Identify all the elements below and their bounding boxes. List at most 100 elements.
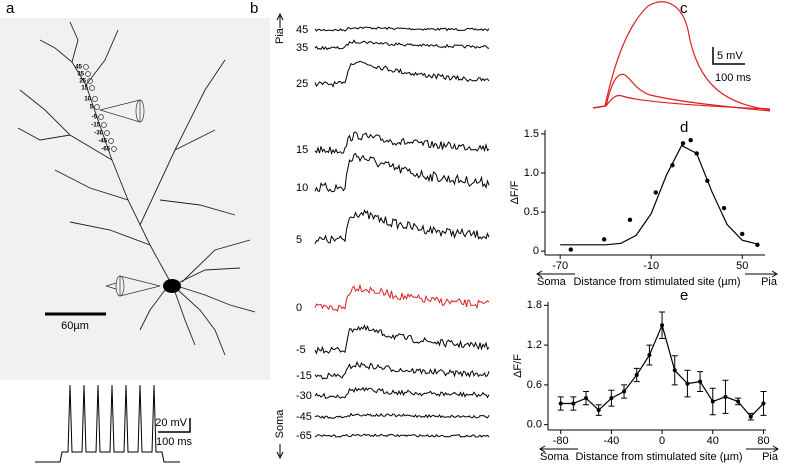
voltage-trace bbox=[314, 386, 490, 399]
voltage-trace bbox=[314, 39, 490, 51]
x-axis-end-label: Pia bbox=[761, 276, 778, 288]
trace-label: 10 bbox=[296, 182, 308, 194]
x-axis-end-label: Soma bbox=[540, 451, 570, 463]
voltage-trace bbox=[314, 209, 490, 245]
site-label: 5 bbox=[90, 105, 94, 111]
trace-label: 45 bbox=[296, 24, 308, 36]
y-tick-label: 1.2 bbox=[527, 339, 542, 351]
arrow bbox=[539, 445, 578, 453]
data-point bbox=[698, 379, 703, 384]
x-tick-label: 0 bbox=[659, 435, 665, 447]
spike-trace bbox=[35, 384, 180, 463]
voltage-trace bbox=[314, 60, 490, 88]
data-point bbox=[584, 396, 589, 401]
site-label: 45 bbox=[75, 65, 82, 71]
panel-a-background bbox=[0, 18, 270, 380]
data-point bbox=[568, 247, 573, 252]
x-tick-label: -10 bbox=[643, 260, 659, 272]
arrow bbox=[276, 12, 284, 28]
trace-label: -30 bbox=[296, 390, 312, 402]
trace-label: 0 bbox=[296, 302, 302, 314]
x-axis-end-label: Pia bbox=[762, 451, 779, 463]
voltage-trace bbox=[314, 283, 490, 312]
data-point bbox=[748, 414, 753, 419]
data-point bbox=[627, 217, 633, 223]
y-tick-label: 1.5 bbox=[524, 128, 539, 140]
y-axis-label: ΔF/F bbox=[509, 180, 521, 204]
scale-label: 20 mV bbox=[155, 417, 187, 429]
neuron bbox=[17, 21, 256, 356]
data-point bbox=[660, 323, 665, 328]
y-tick-label: 0 bbox=[533, 245, 539, 257]
data-point bbox=[596, 408, 601, 413]
site-label: -65 bbox=[101, 147, 110, 153]
voltage-trace bbox=[314, 433, 490, 438]
arrow bbox=[746, 445, 779, 453]
data-point bbox=[622, 389, 627, 394]
scale-label: 100 ms bbox=[156, 436, 193, 448]
data-point bbox=[571, 401, 576, 406]
panel-letter: b bbox=[250, 0, 258, 17]
scale-bar bbox=[158, 418, 191, 433]
panel-letter: e bbox=[680, 287, 688, 304]
arrow bbox=[745, 270, 778, 278]
scale-label: 100 ms bbox=[715, 72, 752, 84]
data-point bbox=[672, 368, 677, 373]
x-axis-end-label: Soma bbox=[537, 276, 567, 288]
data-point bbox=[634, 372, 639, 377]
arrow bbox=[536, 270, 575, 278]
data-point bbox=[680, 141, 686, 146]
data-point bbox=[647, 353, 652, 358]
site-label: -5 bbox=[92, 115, 98, 121]
x-axis-label: Distance from stimulated site (µm) bbox=[573, 276, 740, 288]
panel-letter: c bbox=[680, 0, 688, 17]
data-point bbox=[688, 137, 693, 143]
scale-label: 5 mV bbox=[717, 50, 743, 62]
voltage-trace bbox=[314, 26, 490, 32]
site-label: 10 bbox=[84, 97, 91, 103]
voltage-trace bbox=[314, 152, 490, 193]
pia-label: Pia bbox=[274, 27, 286, 44]
arrow bbox=[276, 444, 284, 460]
trace-label: -15 bbox=[296, 370, 312, 382]
site-label: 25 bbox=[79, 79, 86, 85]
trace-label: 5 bbox=[296, 234, 302, 246]
data-point bbox=[653, 190, 658, 195]
x-tick-label: 40 bbox=[707, 435, 719, 447]
panel-letter: d bbox=[680, 119, 688, 136]
data-point bbox=[558, 401, 563, 406]
trace-label: -5 bbox=[296, 344, 306, 356]
voltage-trace bbox=[314, 412, 490, 420]
data-point bbox=[736, 399, 741, 404]
scale-bar-label: 60µm bbox=[61, 320, 89, 332]
data-point bbox=[601, 237, 607, 242]
data-point bbox=[721, 205, 727, 211]
trace-label: -65 bbox=[296, 430, 312, 442]
data-point bbox=[761, 401, 766, 406]
trace-label: 15 bbox=[296, 144, 308, 156]
trace-label: 25 bbox=[296, 78, 308, 90]
y-tick-label: 1.8 bbox=[527, 299, 542, 311]
site-label: -45 bbox=[98, 139, 107, 145]
scale-bar bbox=[712, 47, 745, 65]
voltage-trace bbox=[314, 324, 490, 355]
trace-label: 35 bbox=[296, 42, 308, 54]
site-label: 35 bbox=[77, 72, 84, 78]
site-label: -30 bbox=[94, 131, 103, 137]
data-point bbox=[685, 381, 690, 386]
x-tick-label: -40 bbox=[603, 435, 619, 447]
site-label: -15 bbox=[91, 123, 100, 129]
calcium-traces bbox=[592, 1, 771, 112]
x-tick-label: 80 bbox=[757, 435, 769, 447]
x-tick-label: -70 bbox=[552, 260, 568, 272]
y-tick-label: 0.6 bbox=[527, 379, 542, 391]
y-tick-label: 0.5 bbox=[524, 206, 539, 218]
y-tick-label: 0.0 bbox=[527, 419, 542, 431]
data-point bbox=[710, 399, 715, 404]
trace-label: -45 bbox=[296, 411, 312, 423]
y-axis-label: ΔF/F bbox=[512, 354, 524, 378]
voltage-trace bbox=[314, 360, 490, 380]
voltage-trace bbox=[314, 131, 490, 155]
soma-label: Soma bbox=[274, 409, 286, 439]
